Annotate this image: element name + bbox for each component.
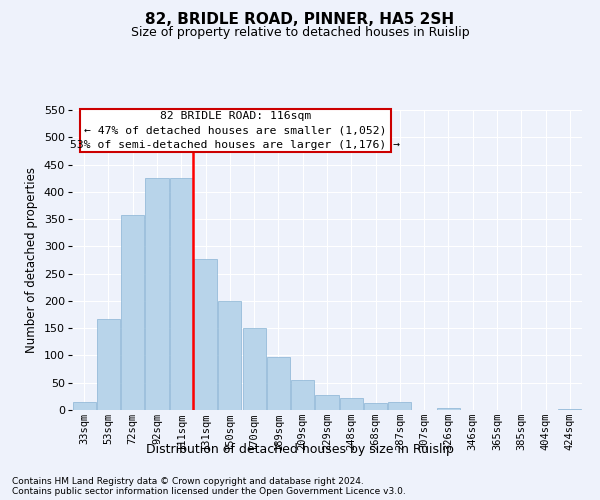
Text: Contains public sector information licensed under the Open Government Licence v3: Contains public sector information licen… bbox=[12, 488, 406, 496]
Bar bbox=[437, 408, 460, 410]
Text: Size of property relative to detached houses in Ruislip: Size of property relative to detached ho… bbox=[131, 26, 469, 39]
Text: Contains HM Land Registry data © Crown copyright and database right 2024.: Contains HM Land Registry data © Crown c… bbox=[12, 478, 364, 486]
Bar bbox=[364, 403, 387, 410]
Bar bbox=[340, 398, 363, 410]
Bar bbox=[242, 328, 266, 410]
Bar bbox=[218, 301, 241, 410]
Bar bbox=[121, 216, 144, 410]
Text: 82, BRIDLE ROAD, PINNER, HA5 2SH: 82, BRIDLE ROAD, PINNER, HA5 2SH bbox=[145, 12, 455, 28]
Y-axis label: Number of detached properties: Number of detached properties bbox=[25, 167, 38, 353]
Bar bbox=[97, 319, 120, 410]
Bar bbox=[291, 380, 314, 410]
Bar bbox=[73, 402, 95, 410]
Bar bbox=[145, 178, 169, 410]
Bar bbox=[194, 259, 217, 410]
Bar bbox=[316, 394, 338, 410]
Text: Distribution of detached houses by size in Ruislip: Distribution of detached houses by size … bbox=[146, 442, 454, 456]
Text: 82 BRIDLE ROAD: 116sqm
← 47% of detached houses are smaller (1,052)
53% of semi-: 82 BRIDLE ROAD: 116sqm ← 47% of detached… bbox=[70, 111, 400, 150]
Bar bbox=[267, 357, 290, 410]
Bar bbox=[388, 402, 412, 410]
Bar bbox=[559, 409, 581, 410]
Bar bbox=[170, 178, 193, 410]
FancyBboxPatch shape bbox=[80, 108, 391, 152]
